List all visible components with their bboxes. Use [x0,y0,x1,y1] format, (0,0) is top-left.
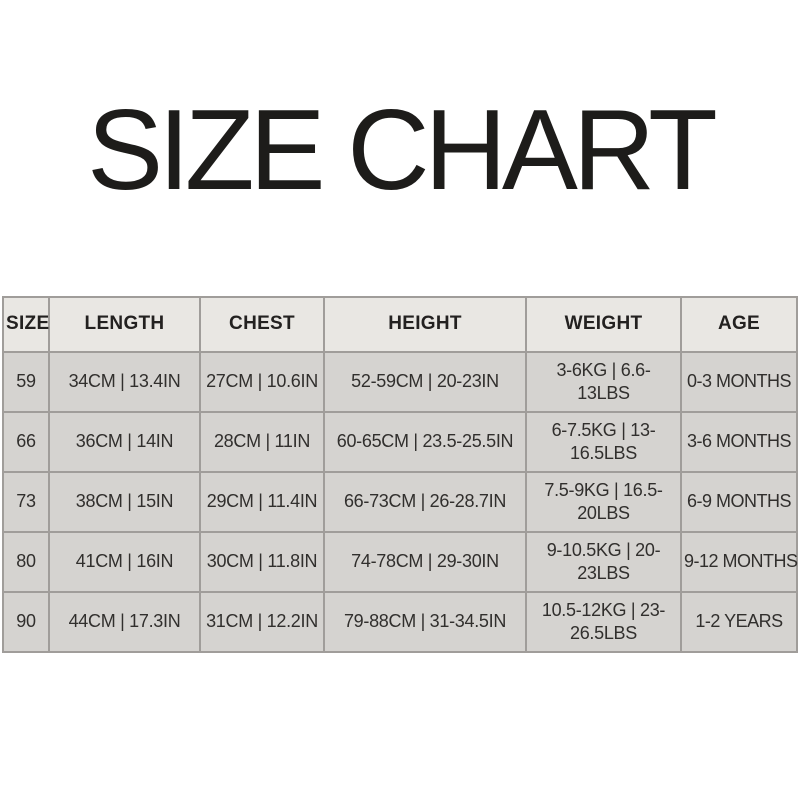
table-header-row: SIZE LENGTH CHEST HEIGHT WEIGHT AGE [2,295,798,353]
cell-size: 80 [2,530,50,593]
cell-weight: 7.5-9KG | 16.5-20LBS [525,470,682,533]
cell-height: 66-73CM | 26-28.7IN [323,470,527,533]
cell-weight: 3-6KG | 6.6-13LBS [525,350,682,413]
cell-chest: 29CM | 11.4IN [199,470,325,533]
cell-age: 1-2 YEARS [680,590,798,653]
header-weight: WEIGHT [525,295,682,353]
table-row-size-66: 66 36CM | 14IN 28CM | 11IN 60-65CM | 23.… [2,410,798,473]
cell-chest: 28CM | 11IN [199,410,325,473]
cell-weight: 10.5-12KG | 23-26.5LBS [525,590,682,653]
cell-weight: 6-7.5KG | 13-16.5LBS [525,410,682,473]
cell-length: 38CM | 15IN [48,470,201,533]
header-size: SIZE [2,295,50,353]
table-row-size-80: 80 41CM | 16IN 30CM | 11.8IN 74-78CM | 2… [2,530,798,593]
cell-chest: 31CM | 12.2IN [199,590,325,653]
cell-length: 44CM | 17.3IN [48,590,201,653]
header-age: AGE [680,295,798,353]
cell-length: 36CM | 14IN [48,410,201,473]
cell-height: 52-59CM | 20-23IN [323,350,527,413]
header-length: LENGTH [48,295,201,353]
header-chest: CHEST [199,295,325,353]
cell-length: 34CM | 13.4IN [48,350,201,413]
cell-size: 59 [2,350,50,413]
cell-weight: 9-10.5KG | 20-23LBS [525,530,682,593]
cell-age: 3-6 MONTHS [680,410,798,473]
cell-size: 90 [2,590,50,653]
table-row-size-90: 90 44CM | 17.3IN 31CM | 12.2IN 79-88CM |… [2,590,798,653]
cell-age: 0-3 MONTHS [680,350,798,413]
cell-length: 41CM | 16IN [48,530,201,593]
cell-age: 6-9 MONTHS [680,470,798,533]
cell-age: 9-12 MONTHS [680,530,798,593]
table-row-size-73: 73 38CM | 15IN 29CM | 11.4IN 66-73CM | 2… [2,470,798,533]
cell-size: 73 [2,470,50,533]
page-title: SIZE CHART [87,87,718,214]
cell-height: 79-88CM | 31-34.5IN [323,590,527,653]
cell-size: 66 [2,410,50,473]
size-chart-table: SIZE LENGTH CHEST HEIGHT WEIGHT AGE 59 3… [2,295,798,653]
cell-height: 74-78CM | 29-30IN [323,530,527,593]
cell-chest: 27CM | 10.6IN [199,350,325,413]
table-row-size-59: 59 34CM | 13.4IN 27CM | 10.6IN 52-59CM |… [2,350,798,413]
header-height: HEIGHT [323,295,527,353]
cell-chest: 30CM | 11.8IN [199,530,325,593]
cell-height: 60-65CM | 23.5-25.5IN [323,410,527,473]
